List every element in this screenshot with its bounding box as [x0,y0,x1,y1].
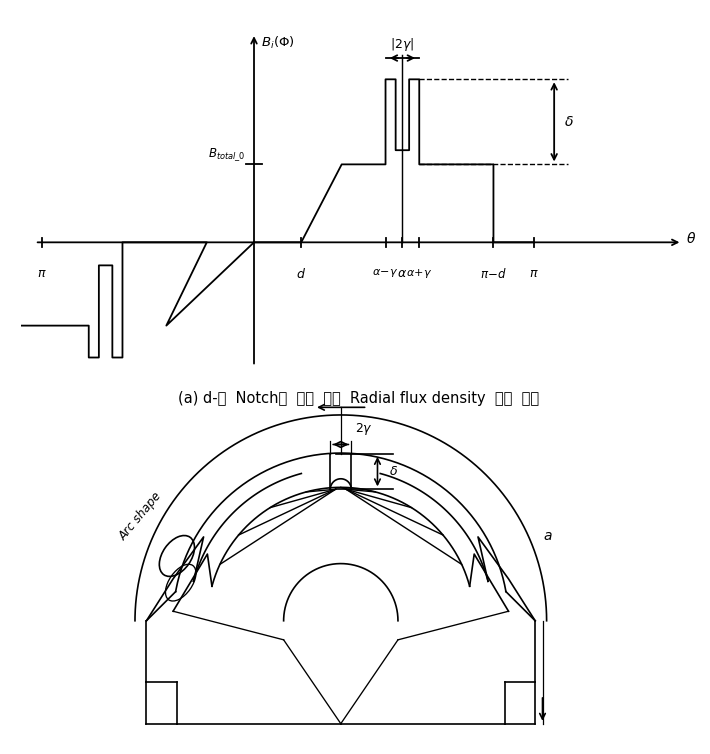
Text: $2\gamma$: $2\gamma$ [355,421,373,437]
Text: $\pi$: $\pi$ [529,267,539,280]
Text: $d$: $d$ [296,267,306,281]
Text: $B_{total\_0}$: $B_{total\_0}$ [208,146,246,163]
Text: $\alpha$: $\alpha$ [398,267,408,280]
Text: (a) d-축  Notch에  의한  등가  Radial flux density  분포  형상: (a) d-축 Notch에 의한 등가 Radial flux density… [178,391,539,406]
Text: $\pi$: $\pi$ [37,267,46,280]
Text: $\alpha\!+\!\gamma$: $\alpha\!+\!\gamma$ [406,267,432,280]
Text: $\delta$: $\delta$ [389,465,398,478]
Text: $\delta$: $\delta$ [564,115,574,129]
Text: Arc shape: Arc shape [117,489,165,543]
Text: $|2\gamma|$: $|2\gamma|$ [391,35,415,53]
Text: a: a [543,529,552,543]
Text: $\theta$: $\theta$ [686,231,696,247]
Text: $\alpha\!-\!\gamma$: $\alpha\!-\!\gamma$ [372,267,399,279]
Text: $B_i(\Phi)$: $B_i(\Phi)$ [261,35,295,51]
Text: $\pi\!-\!d$: $\pi\!-\!d$ [480,267,507,281]
